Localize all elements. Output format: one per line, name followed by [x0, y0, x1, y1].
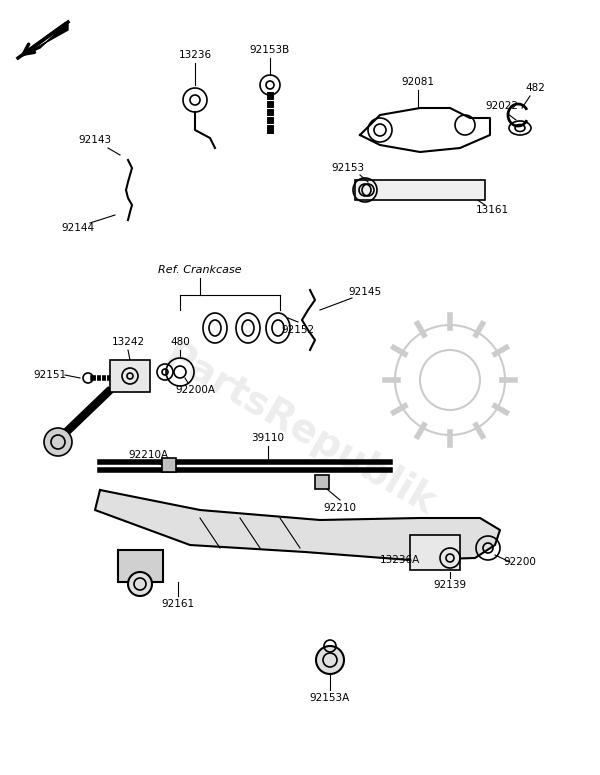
Bar: [315, 475, 329, 489]
Text: 92153A: 92153A: [310, 693, 350, 703]
Text: 92210: 92210: [323, 503, 356, 513]
Text: Ref. Crankcase: Ref. Crankcase: [158, 265, 242, 275]
Text: 482: 482: [525, 83, 545, 93]
Text: 39110: 39110: [251, 433, 284, 443]
Text: 92152: 92152: [281, 325, 314, 335]
Text: 92145: 92145: [349, 287, 382, 297]
Text: 92139: 92139: [433, 580, 467, 590]
Text: 92210A: 92210A: [128, 450, 168, 460]
Bar: [410, 535, 460, 570]
Polygon shape: [18, 22, 68, 58]
Text: 13236A: 13236A: [380, 555, 420, 565]
Text: 92151: 92151: [34, 370, 67, 380]
Text: PartsRepublik: PartsRepublik: [158, 337, 442, 523]
Text: 480: 480: [170, 337, 190, 347]
Polygon shape: [95, 490, 500, 560]
Bar: [162, 458, 176, 472]
Text: 92161: 92161: [161, 599, 194, 609]
Circle shape: [44, 428, 72, 456]
Bar: [110, 360, 150, 392]
Text: 92200A: 92200A: [175, 385, 215, 395]
Circle shape: [316, 646, 344, 674]
Circle shape: [128, 572, 152, 596]
Text: 92200: 92200: [503, 557, 536, 567]
Text: 92144: 92144: [61, 223, 95, 233]
Text: 92153: 92153: [331, 163, 365, 173]
Bar: [355, 180, 485, 200]
Text: 92143: 92143: [79, 135, 112, 145]
Text: 92022: 92022: [485, 101, 518, 111]
Text: 92153B: 92153B: [250, 45, 290, 55]
Text: 13242: 13242: [112, 337, 145, 347]
Text: 13161: 13161: [475, 205, 509, 215]
Text: 13236: 13236: [178, 50, 212, 60]
Bar: [118, 550, 163, 582]
Text: 92081: 92081: [401, 77, 434, 87]
